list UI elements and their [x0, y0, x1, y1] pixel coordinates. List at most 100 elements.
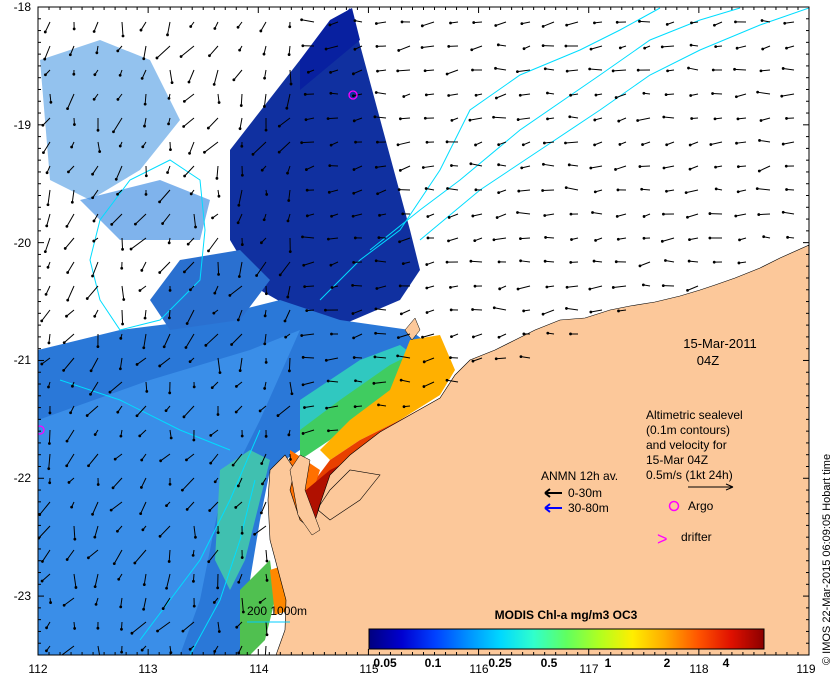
- velocity-arrow-head: [62, 369, 66, 372]
- velocity-arrow-head: [374, 307, 378, 311]
- velocity-arrow-head: [688, 167, 692, 171]
- velocity-arrow-head: [213, 27, 217, 30]
- velocity-arrow-head: [734, 20, 737, 24]
- velocity-arrow-head: [301, 432, 305, 435]
- velocity-arrow-head: [689, 43, 693, 47]
- velocity-arrow-head: [142, 57, 146, 61]
- velocity-arrow-head: [262, 52, 266, 56]
- velocity-arrow-head: [518, 93, 522, 97]
- velocity-arrow: [93, 21, 99, 32]
- velocity-arrow: [470, 260, 483, 263]
- velocity-arrow-head: [189, 192, 193, 196]
- velocity-arrow-head: [167, 122, 170, 126]
- velocity-arrow-head: [218, 371, 222, 375]
- velocity-arrow-head: [397, 49, 401, 52]
- velocity-arrow: [758, 213, 771, 216]
- velocity-arrow: [288, 357, 291, 371]
- velocity-arrow: [38, 525, 51, 539]
- velocity-arrow-head: [494, 24, 498, 27]
- velocity-arrow-head: [129, 247, 133, 251]
- velocity-arrow-head: [468, 118, 472, 122]
- velocity-arrow-head: [425, 286, 429, 290]
- velocity-arrow-head: [398, 168, 402, 172]
- velocity-arrow-head: [145, 389, 149, 393]
- depth-legend: 200 1000m: [247, 604, 307, 623]
- velocity-arrow-head: [762, 235, 766, 239]
- velocity-arrow-head: [305, 188, 309, 192]
- velocity-arrow-head: [420, 24, 424, 28]
- velocity-arrow: [286, 93, 291, 109]
- velocity-arrow: [169, 69, 173, 83]
- velocity-arrow: [66, 309, 75, 317]
- velocity-arrow: [92, 165, 99, 175]
- velocity-arrow-head: [568, 115, 572, 119]
- velocity-arrow: [238, 261, 243, 277]
- velocity-arrow-head: [445, 140, 449, 144]
- velocity-arrow-head: [189, 25, 193, 28]
- velocity-arrow-head: [351, 214, 355, 218]
- velocity-arrow: [263, 93, 267, 107]
- velocity-arrow-head: [593, 21, 596, 25]
- velocity-arrow-head: [228, 294, 232, 297]
- velocity-arrow-head: [373, 355, 377, 359]
- velocity-arrow-head: [67, 481, 71, 484]
- velocity-arrow-head: [110, 222, 114, 226]
- velocity-arrow-head: [260, 462, 264, 465]
- colorbar-tick: 0.25: [488, 656, 512, 670]
- velocity-arrow: [94, 573, 99, 587]
- velocity-arrow-head: [216, 413, 220, 416]
- velocity-arrow-head: [240, 556, 244, 559]
- velocity-arrow-head: [158, 364, 162, 368]
- velocity-arrow: [92, 501, 99, 515]
- velocity-arrow-head: [327, 190, 331, 194]
- velocity-arrow-head: [351, 283, 354, 287]
- velocity-arrow-head: [519, 259, 523, 263]
- velocity-arrow-head: [372, 381, 376, 385]
- velocity-arrow-head: [238, 48, 242, 52]
- velocity-arrow-head: [72, 72, 76, 76]
- velocity-arrow-head: [96, 483, 100, 486]
- velocity-arrow-head: [217, 101, 221, 104]
- velocity-arrow-head: [287, 53, 291, 56]
- velocity-arrow: [63, 357, 75, 371]
- velocity-arrow-head: [300, 334, 304, 337]
- velocity-arrow-head: [216, 531, 220, 535]
- velocity-arrow-head: [614, 168, 617, 171]
- velocity-arrow: [90, 381, 99, 395]
- velocity-arrow-head: [236, 25, 240, 29]
- velocity-arrow: [41, 357, 51, 365]
- velocity-arrow-head: [70, 145, 74, 149]
- velocity-arrow: [241, 597, 244, 613]
- velocity-arrow-head: [376, 140, 379, 144]
- velocity-arrow-head: [93, 73, 97, 77]
- velocity-arrow-head: [564, 141, 567, 145]
- velocity-arrow-head: [116, 410, 120, 414]
- velocity-arrow: [374, 356, 387, 359]
- velocity-arrow-head: [643, 46, 647, 50]
- velocity-arrow-head: [733, 67, 736, 71]
- velocity-arrow-head: [328, 23, 332, 27]
- velocity-arrow: [210, 453, 219, 464]
- velocity-arrow-head: [66, 271, 70, 274]
- argo-float-marker: [348, 90, 358, 100]
- velocity-arrow-head: [138, 289, 142, 292]
- velocity-arrow: [160, 453, 171, 462]
- altimetry-line: and velocity for: [646, 438, 727, 452]
- velocity-arrow-head: [91, 274, 94, 278]
- colorbar-tick: 0.5: [541, 656, 558, 670]
- velocity-arrow-head: [217, 630, 221, 633]
- velocity-arrow-head: [353, 236, 357, 240]
- x-tick-label: 112: [28, 662, 47, 676]
- velocity-arrow: [589, 68, 603, 71]
- velocity-arrow-head: [121, 34, 125, 38]
- velocity-arrow-head: [288, 25, 292, 29]
- velocity-arrow-head: [264, 434, 268, 438]
- velocity-arrow-head: [142, 607, 146, 611]
- velocity-arrow-head: [255, 274, 259, 277]
- velocity-arrow-head: [522, 47, 526, 51]
- velocity-arrow-head: [474, 188, 478, 192]
- velocity-arrow: [159, 357, 171, 367]
- x-axis: 112 113 114 115 116 117 118 119: [28, 662, 815, 676]
- velocity-arrow-head: [217, 194, 221, 198]
- velocity-arrow-head: [156, 629, 159, 633]
